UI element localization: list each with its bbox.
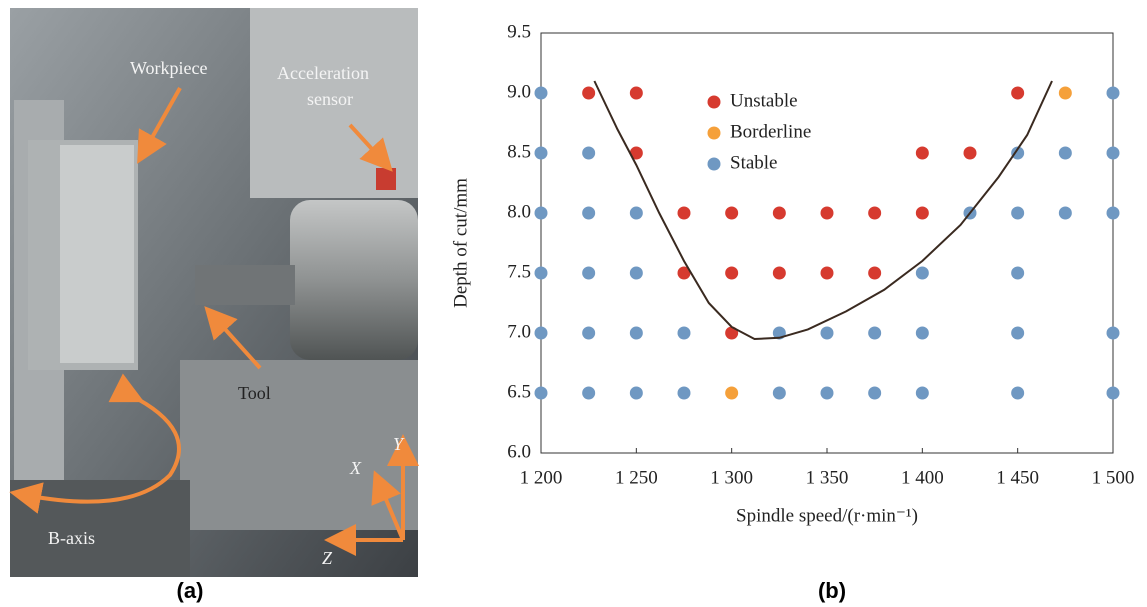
point <box>1011 326 1025 340</box>
point <box>820 386 834 400</box>
point <box>1058 86 1072 100</box>
point <box>1106 386 1120 400</box>
x-tick-label: 1 500 <box>1092 467 1135 488</box>
point <box>725 206 739 220</box>
point <box>820 206 834 220</box>
point <box>582 386 596 400</box>
point <box>629 386 643 400</box>
photo-label: Z <box>322 548 333 568</box>
point <box>582 146 596 160</box>
y-axis-label: Depth of cut/mm <box>450 178 471 308</box>
x-tick-label: 1 350 <box>806 467 849 488</box>
tool-holder <box>195 265 295 305</box>
workpiece-face <box>60 145 134 363</box>
point <box>1106 86 1120 100</box>
point <box>820 266 834 280</box>
legend-marker <box>707 95 721 109</box>
point <box>868 266 882 280</box>
photo-label: X <box>349 458 362 478</box>
point <box>534 86 548 100</box>
x-tick-label: 1 250 <box>615 467 658 488</box>
annotation-arrows <box>9 87 419 556</box>
point <box>1011 146 1025 160</box>
point <box>677 206 691 220</box>
y-tick-label: 9.5 <box>507 21 531 42</box>
point <box>915 266 929 280</box>
point <box>1011 386 1025 400</box>
point <box>534 266 548 280</box>
caption: (b) <box>818 578 846 603</box>
photo: Workpiece Acceleration sensor Tool B-axi… <box>9 8 419 577</box>
photo-label: sensor <box>307 89 353 109</box>
legend-marker <box>707 157 721 171</box>
point <box>772 266 786 280</box>
x-tick-label: 1 400 <box>901 467 944 488</box>
point <box>677 266 691 280</box>
x-tick-label: 1 200 <box>520 467 563 488</box>
point <box>725 266 739 280</box>
point <box>1106 146 1120 160</box>
y-tick-label: 6.0 <box>507 441 531 462</box>
spindle <box>290 200 418 360</box>
point <box>629 206 643 220</box>
point <box>1011 266 1025 280</box>
caption: (a) <box>177 578 204 603</box>
point <box>915 326 929 340</box>
stability-curve <box>593 80 1053 341</box>
point <box>1106 206 1120 220</box>
point <box>629 266 643 280</box>
point <box>868 386 882 400</box>
y-tick-label: 7.5 <box>507 261 531 282</box>
point <box>772 206 786 220</box>
point <box>1058 146 1072 160</box>
point <box>677 326 691 340</box>
x-tick-label: 1 450 <box>996 467 1039 488</box>
legend-label: Stable <box>730 152 778 173</box>
photo-label: B-axis <box>48 528 95 548</box>
sensor <box>376 168 396 190</box>
photo-label: Y <box>393 434 405 454</box>
y-tick-label: 6.5 <box>507 381 531 402</box>
x-axis-label: Spindle speed/(r·min⁻¹) <box>736 505 918 526</box>
point <box>629 146 643 160</box>
y-tick-label: 8.0 <box>507 201 531 222</box>
point <box>582 206 596 220</box>
point <box>629 86 643 100</box>
photo-label: Acceleration <box>277 63 369 83</box>
point <box>1011 206 1025 220</box>
photo-label: Tool <box>238 383 271 403</box>
photo-label: Workpiece <box>130 58 208 78</box>
point <box>534 386 548 400</box>
point <box>629 326 643 340</box>
point <box>582 86 596 100</box>
legend-label: Unstable <box>730 90 798 111</box>
point <box>534 326 548 340</box>
point <box>582 326 596 340</box>
legend-marker <box>707 126 721 140</box>
point <box>772 386 786 400</box>
point <box>1011 86 1025 100</box>
point <box>868 206 882 220</box>
point <box>534 206 548 220</box>
point <box>915 386 929 400</box>
point <box>677 386 691 400</box>
point <box>915 206 929 220</box>
y-tick-label: 8.5 <box>507 141 531 162</box>
machine-base <box>180 360 418 530</box>
y-tick-label: 7.0 <box>507 321 531 342</box>
y-tick-label: 9.0 <box>507 81 531 102</box>
point <box>725 386 739 400</box>
legend-label: Borderline <box>730 121 811 142</box>
point <box>868 326 882 340</box>
point <box>963 146 977 160</box>
x-tick-label: 1 300 <box>710 467 753 488</box>
point <box>915 146 929 160</box>
point <box>1106 326 1120 340</box>
point <box>534 146 548 160</box>
rotary-table <box>10 480 190 577</box>
point <box>1058 206 1072 220</box>
point <box>582 266 596 280</box>
point <box>820 326 834 340</box>
